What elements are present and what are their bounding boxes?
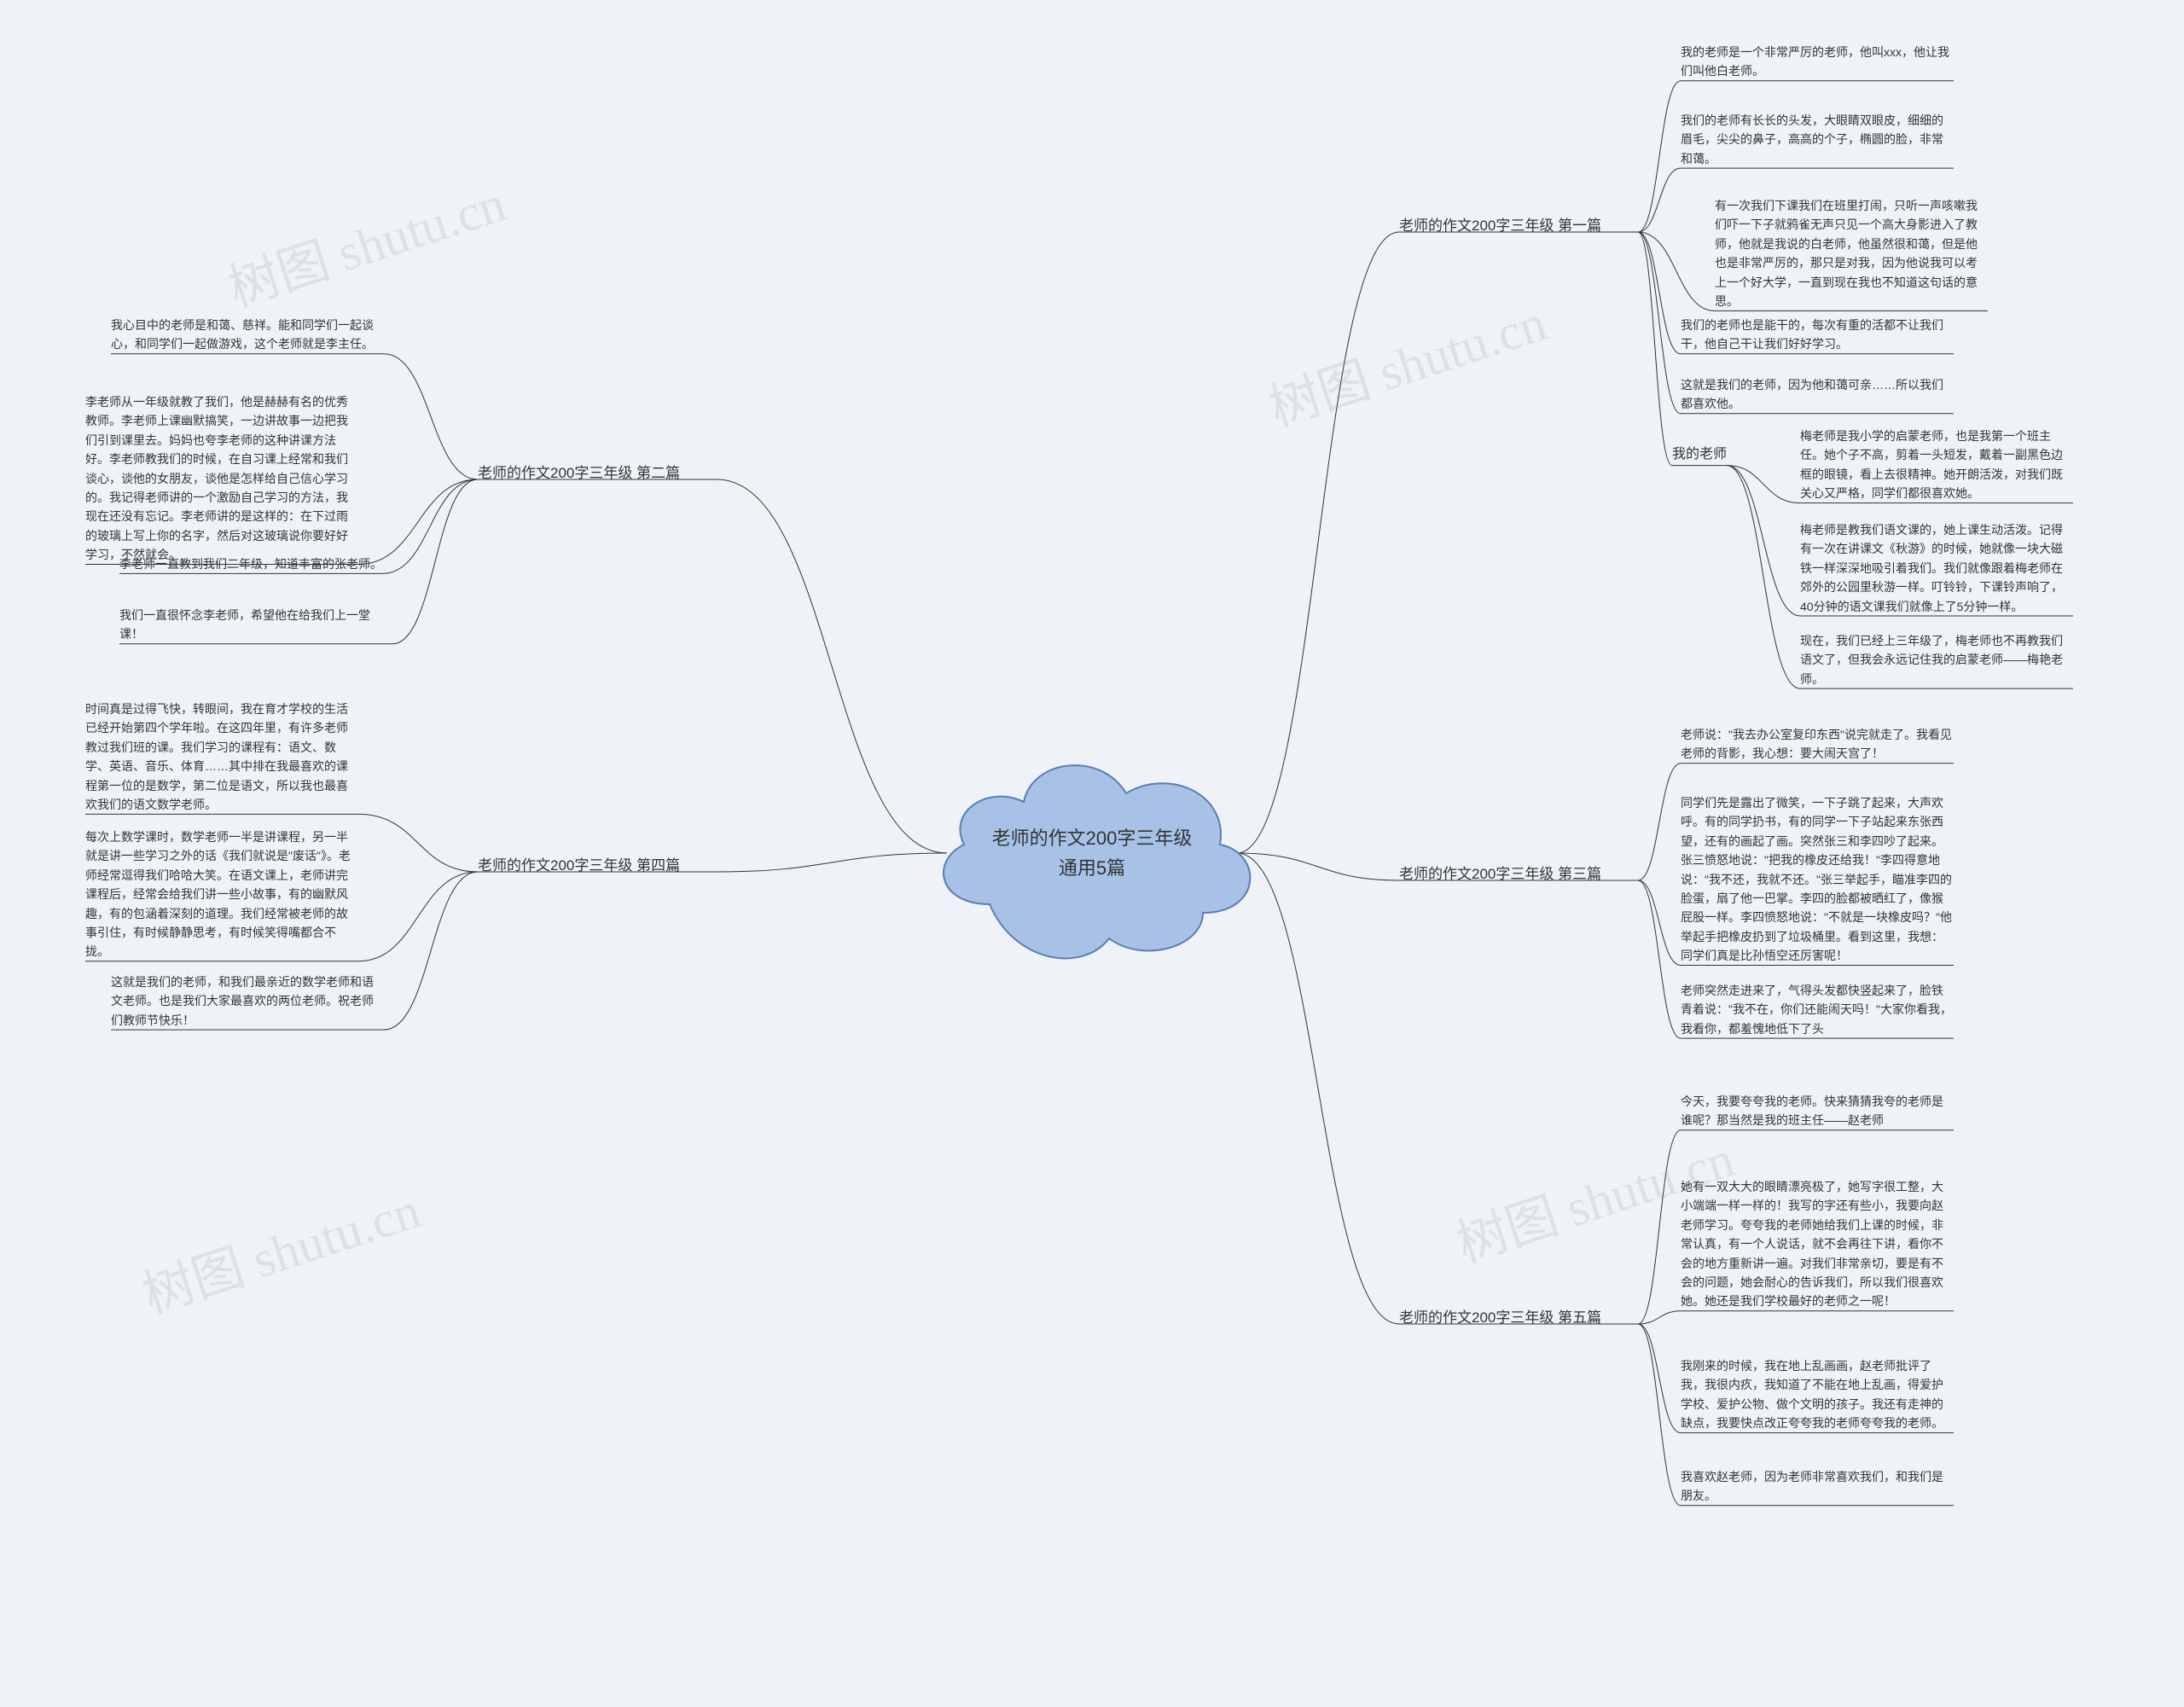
leaf-text: 这就是我们的老师，和我们最亲近的数学老师和语文老师。也是我们大家最喜欢的两位老师…	[111, 973, 384, 1030]
watermark: 树图 shutu.cn	[1258, 282, 1554, 441]
leaf-text: 我心目中的老师是和蔼、慈祥。能和同学们一起谈心，和同学们一起做游戏，这个老师就是…	[111, 316, 384, 354]
branch-label: 老师的作文200字三年级 第一篇	[1399, 213, 1601, 235]
leaf-text: 我的老师是一个非常严厉的老师，他叫xxx，他让我们叫他白老师。	[1681, 43, 1954, 81]
leaf-text: 我们的老师有长长的头发，大眼睛双眼皮，细细的眉毛，尖尖的鼻子，高高的个子，椭圆的…	[1681, 111, 1954, 168]
leaf-text: 我刚来的时候，我在地上乱画画，赵老师批评了我，我很内疚，我知道了不能在地上乱画，…	[1681, 1356, 1954, 1433]
leaf-text: 老师突然走进来了，气得头发都快竖起来了，脸铁青着说："我不在，你们还能闹天吗！"…	[1681, 981, 1954, 1038]
leaf-text: 我们一直很怀念李老师，希望他在给我们上一堂课！	[119, 606, 392, 644]
leaf-text: 她有一双大大的眼睛漂亮极了，她写字很工整，大小端端一样一样的！我写的字还有些小，…	[1681, 1177, 1954, 1311]
branch-label: 老师的作文200字三年级 第五篇	[1399, 1305, 1601, 1327]
center-title: 老师的作文200字三年级 通用5篇	[967, 823, 1218, 883]
leaf-text: 现在，我们已经上三年级了，梅老师也不再教我们语文了，但我会永远记住我的启蒙老师—…	[1800, 631, 2073, 688]
center-node: 老师的作文200字三年级 通用5篇	[921, 734, 1263, 973]
leaf-text: 这就是我们的老师，因为他和蔼可亲……所以我们都喜欢他。	[1681, 375, 1954, 414]
branch-label: 老师的作文200字三年级 第二篇	[478, 461, 680, 482]
sub-branch-label: 我的老师	[1672, 444, 1727, 466]
leaf-text: 同学们先是露出了微笑，一下子跳了起来，大声欢呼。有的同学扔书，有的同学一下子站起…	[1681, 793, 1954, 966]
leaf-text: 老师说："我去办公室复印东西"说完就走了。我看见老师的背影，我心想：要大闹天宫了…	[1681, 725, 1954, 764]
branch-label: 老师的作文200字三年级 第三篇	[1399, 862, 1601, 883]
leaf-text: 梅老师是我小学的启蒙老师，也是我第一个班主任。她个子不高，剪着一头短发，戴着一副…	[1800, 427, 2073, 503]
leaf-text: 我们的老师也是能干的，每次有重的活都不让我们干，他自己干让我们好好学习。	[1681, 316, 1954, 354]
branch-label: 老师的作文200字三年级 第四篇	[478, 853, 680, 874]
watermark: 树图 shutu.cn	[218, 162, 514, 322]
leaf-text: 时间真是过得飞快，转眼间，我在育才学校的生活已经开始第四个学年啦。在这四年里，有…	[85, 700, 358, 814]
leaf-text: 李老师从一年级就教了我们，他是赫赫有名的优秀教师。李老师上课幽默搞笑，一边讲故事…	[85, 392, 358, 565]
leaf-text: 我喜欢赵老师，因为老师非常喜欢我们，和我们是朋友。	[1681, 1467, 1954, 1506]
leaf-text: 李老师一直教到我们二年级，知道丰富的张老师。	[119, 554, 382, 573]
leaf-text: 每次上数学课时，数学老师一半是讲课程，另一半就是讲一些学习之外的话《我们就说是"…	[85, 827, 358, 961]
leaf-text: 梅老师是教我们语文课的，她上课生动活泼。记得有一次在讲课文《秋游》的时候，她就像…	[1800, 520, 2073, 616]
leaf-text: 今天，我要夸夸我的老师。快来猜猜我夸的老师是谁呢？那当然是我的班主任——赵老师	[1681, 1092, 1954, 1130]
watermark: 树图 shutu.cn	[132, 1169, 428, 1328]
leaf-text: 有一次我们下课我们在班里打闹，只听一声咳嗽我们吓一下子就鸦雀无声只见一个高大身影…	[1715, 196, 1988, 311]
